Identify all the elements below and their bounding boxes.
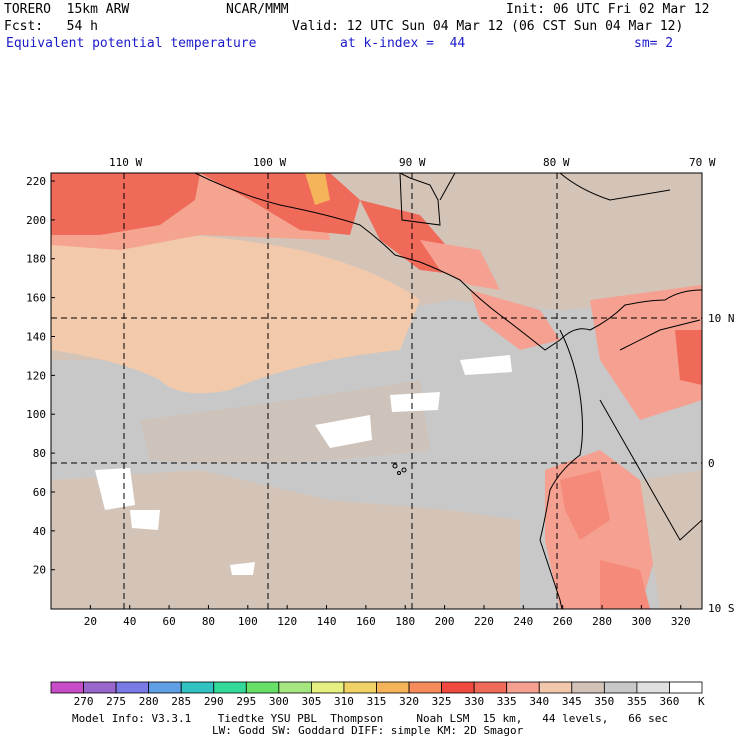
colorbar-label: 325 xyxy=(432,695,452,708)
level-info: at k-index = 44 xyxy=(340,36,466,51)
colorbar-swatch xyxy=(115,681,150,694)
colorbar-swatch xyxy=(603,681,638,694)
colorbar-swatch xyxy=(310,681,345,694)
valid-time: Valid: 12 UTC Sun 04 Mar 12 (06 CST Sun … xyxy=(292,19,684,34)
colorbar-swatch xyxy=(669,681,703,694)
x-tick-label: 140 xyxy=(317,615,337,628)
x-tick-label: 220 xyxy=(474,615,494,628)
x-tick-label: 60 xyxy=(162,615,175,628)
y-tick-label: 180 xyxy=(26,253,46,266)
colorbar-swatch xyxy=(180,681,215,694)
y-tick-label: 60 xyxy=(33,486,46,499)
colorbar-swatch xyxy=(50,681,84,694)
y-tick-label: 80 xyxy=(33,447,46,460)
y-tick-label: 160 xyxy=(26,292,46,305)
colorbar-label: 360 xyxy=(660,695,680,708)
colorbar-label: 285 xyxy=(171,695,191,708)
x-tick-label: 320 xyxy=(671,615,691,628)
colorbar-swatch xyxy=(278,681,312,694)
map-frame xyxy=(50,172,703,610)
lon-label: 70 W xyxy=(689,156,716,169)
x-tick-label: 260 xyxy=(553,615,573,628)
colorbar-swatch xyxy=(213,681,247,694)
colorbar-swatch xyxy=(376,681,410,694)
lat-label: 10 N xyxy=(708,312,735,325)
x-tick-label: 40 xyxy=(123,615,136,628)
x-tick-label: 20 xyxy=(84,615,97,628)
colorbar-swatch xyxy=(343,681,377,694)
colorbar-label: 310 xyxy=(334,695,354,708)
x-tick-label: 200 xyxy=(435,615,455,628)
x-tick-label: 300 xyxy=(631,615,651,628)
model-info-line: Model Info: V3.3.1 Tiedtke YSU PBL Thomp… xyxy=(72,712,669,725)
lon-label: 90 W xyxy=(399,156,426,169)
colorbar-swatch xyxy=(571,681,605,694)
x-tick-label: 280 xyxy=(592,615,612,628)
lon-label: 100 W xyxy=(253,156,286,169)
colorbar-swatch xyxy=(473,681,508,694)
colorbar-label: 355 xyxy=(627,695,647,708)
colorbar-swatch xyxy=(408,681,442,694)
y-tick-label: 40 xyxy=(33,525,46,538)
colorbar-swatch xyxy=(538,681,573,694)
map-field xyxy=(51,173,702,609)
colorbar: 270 275 280 285 290 295 300 305 310 315 320 325 330 3… xyxy=(50,681,703,708)
colorbar-label: 330 xyxy=(464,695,484,708)
y-tick-label: 140 xyxy=(26,330,46,343)
center-name: NCAR/MMM xyxy=(226,2,289,17)
colorbar-label: 340 xyxy=(529,695,549,708)
x-tick-label: 120 xyxy=(277,615,297,628)
y-tick-label: 200 xyxy=(26,214,46,227)
colorbar-unit: K xyxy=(698,695,705,708)
colorbar-label: 345 xyxy=(562,695,582,708)
model-name: TORERO 15km ARW xyxy=(4,2,130,17)
init-time: Init: 06 UTC Fri 02 Mar 12 xyxy=(506,2,710,17)
x-tick-label: 160 xyxy=(356,615,376,628)
colorbar-label: 315 xyxy=(367,695,387,708)
lon-label: 80 W xyxy=(543,156,570,169)
colorbar-swatch xyxy=(506,681,540,694)
colorbar-label: 275 xyxy=(106,695,126,708)
lat-label: 10 S xyxy=(708,602,735,615)
y-tick-label: 100 xyxy=(26,408,46,421)
x-tick-label: 240 xyxy=(513,615,533,628)
forecast-hour: Fcst: 54 h xyxy=(4,19,98,34)
colorbar-label: 300 xyxy=(269,695,289,708)
colorbar-label: 335 xyxy=(497,695,517,708)
x-tick-label: 100 xyxy=(238,615,258,628)
colorbar-label: 295 xyxy=(236,695,256,708)
y-tick-label: 220 xyxy=(26,175,46,188)
x-tick-label: 80 xyxy=(202,615,215,628)
y-tick-label: 20 xyxy=(33,564,46,577)
x-tick-label: 180 xyxy=(395,615,415,628)
colorbar-label: 290 xyxy=(204,695,224,708)
colorbar-label: 320 xyxy=(399,695,419,708)
colorbar-swatch xyxy=(83,681,117,694)
y-tick-label: 120 xyxy=(26,369,46,382)
colorbar-swatch xyxy=(441,681,475,694)
lon-label: 110 W xyxy=(109,156,142,169)
colorbar-label: 280 xyxy=(139,695,159,708)
colorbar-swatch xyxy=(245,681,280,694)
field-name: Equivalent potential temperature xyxy=(6,36,257,51)
colorbar-swatch xyxy=(148,681,182,694)
colorbar-swatch xyxy=(636,681,670,694)
colorbar-label: 270 xyxy=(74,695,94,708)
smoothing-info: sm= 2 xyxy=(634,36,674,51)
colorbar-label: 305 xyxy=(301,695,321,708)
colorbar-label: 350 xyxy=(594,695,614,708)
physics-info-line: LW: Godd SW: Goddard DIFF: simple KM: 2D… xyxy=(212,724,524,737)
lat-label: 0 xyxy=(708,457,715,470)
